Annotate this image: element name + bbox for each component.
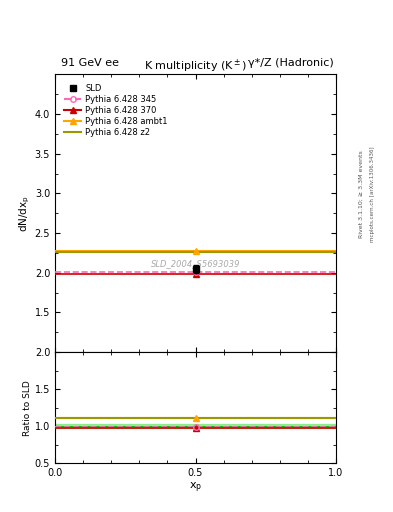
Title: K multiplicity (K$^\pm$): K multiplicity (K$^\pm$) xyxy=(144,58,247,75)
Legend: SLD, Pythia 6.428 345, Pythia 6.428 370, Pythia 6.428 ambt1, Pythia 6.428 z2: SLD, Pythia 6.428 345, Pythia 6.428 370,… xyxy=(62,81,170,139)
Text: Rivet 3.1.10; ≥ 3.3M events: Rivet 3.1.10; ≥ 3.3M events xyxy=(359,151,364,239)
Text: γ*/Z (Hadronic): γ*/Z (Hadronic) xyxy=(248,57,333,68)
Y-axis label: dN/dx$_\mathregular{p}$: dN/dx$_\mathregular{p}$ xyxy=(17,195,32,231)
Text: 91 GeV ee: 91 GeV ee xyxy=(61,57,119,68)
X-axis label: x$_\mathregular{p}$: x$_\mathregular{p}$ xyxy=(189,481,202,496)
Bar xyxy=(55,424,336,429)
Text: SLD_2004_S5693039: SLD_2004_S5693039 xyxy=(151,259,240,268)
Text: mcplots.cern.ch [arXiv:1306.3436]: mcplots.cern.ch [arXiv:1306.3436] xyxy=(370,147,375,242)
Y-axis label: Ratio to SLD: Ratio to SLD xyxy=(23,380,32,436)
